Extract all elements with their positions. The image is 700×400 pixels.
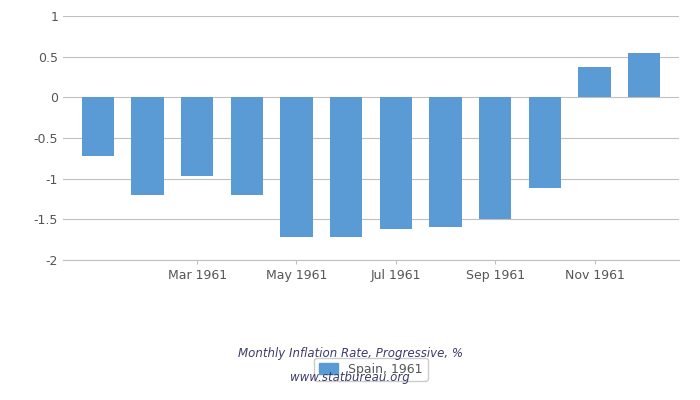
Bar — [280, 97, 313, 237]
Bar — [429, 97, 462, 228]
Bar — [181, 97, 214, 176]
Legend: Spain, 1961: Spain, 1961 — [314, 358, 428, 381]
Bar — [379, 97, 412, 229]
Text: www.statbureau.org: www.statbureau.org — [290, 372, 410, 384]
Text: Monthly Inflation Rate, Progressive, %: Monthly Inflation Rate, Progressive, % — [237, 348, 463, 360]
Bar — [82, 97, 114, 156]
Bar — [479, 97, 511, 219]
Bar — [132, 97, 164, 195]
Bar — [231, 97, 263, 195]
Bar — [578, 67, 610, 97]
Bar — [628, 54, 660, 97]
Bar — [528, 97, 561, 188]
Bar — [330, 97, 363, 237]
